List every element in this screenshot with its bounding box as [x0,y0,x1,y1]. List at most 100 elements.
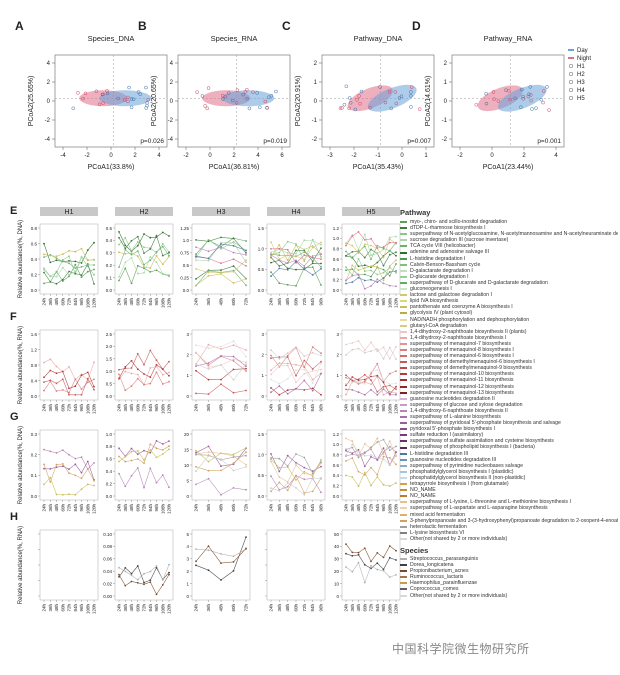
sample-point [221,97,225,101]
x-tick-label: 4 [256,153,260,159]
series-point [363,581,366,584]
series-point [295,453,297,455]
x-tick-label: 60h [231,604,236,612]
series-point [49,369,52,372]
series-point [270,391,272,394]
series-point [345,269,347,272]
series-point [388,449,391,452]
series-point [55,257,58,260]
pathway-legend-label: NO_NAME [410,487,436,494]
pathway-legend-item: tetrapyrrole biosynthesis I (from glutam… [400,481,618,487]
pathway-legend-item: NO_NAME [400,493,618,499]
pathway-legend-label: superpathway of L-aspartate and L-aspara… [410,505,548,512]
pathway-legend-label: heterolactic fermentation [410,523,467,530]
x-tick-label: 120h [394,504,399,515]
pathway-legend-item: gluconeogenesis I [400,286,618,292]
series-point [388,265,391,267]
legend-swatch [400,312,407,315]
x-tick-label: 24h [117,404,122,412]
y-axis-label: PCoA2(25.65%) [28,76,35,127]
series-point [351,551,354,554]
series-point [376,278,379,281]
series-point [155,251,158,253]
series-point [303,379,306,382]
series-point [168,360,170,363]
legend-swatch [400,483,407,486]
legend-swatch [400,416,407,419]
series-point [149,579,152,581]
series-point [388,357,391,360]
pathway-legend-item: D-galactarate degradation I [400,268,618,274]
x-tick-label: 72h [302,604,307,612]
pathway-legend-item: superpathway of N-acetylglucosamine, N-a… [400,231,618,237]
panel-title: Species_DNA [88,34,135,43]
series-point [286,489,289,492]
y-tick-label: -2 [312,137,318,143]
timeseries-panel-E-H5: 0.0 0.2 0.4 0.6 0.8 1.0 1.2 24h 36h 48h 60h 72h 84h 9… [333,223,401,308]
species-legend-item: Ruminococcus_lactaris [400,574,618,580]
series-point [303,456,306,459]
series-point [351,348,354,351]
y-tick-label: 0.0 [31,394,38,399]
series-point [220,458,222,461]
legend-marker [568,95,574,101]
sample-point [347,106,351,111]
series-point [207,271,210,274]
timeseries-panel-F-H1: 0.0 0.4 0.8 1.2 1.6 24h 36h 48h 60h 72h 84h 96h 108h… [31,329,99,414]
x-tick-label: 2 [133,153,137,159]
x-tick-label: 24h [194,404,199,412]
series-point [270,373,272,376]
series-point [320,360,322,363]
series-point [86,259,89,262]
sample-point [394,101,399,106]
y-tick-label: 0.0 [183,288,190,293]
series-point [278,476,281,478]
series-point [351,342,354,344]
series-point [395,270,397,272]
pathway-legend-label: L-lysine biosynthesis VI [410,529,465,536]
panel-title: Pathway_DNA [354,34,403,43]
series-point [286,392,289,395]
legend-swatch [400,513,407,516]
series-point [136,373,139,376]
series-point [370,567,372,570]
series-point [55,271,58,274]
species-legend-label: Other(not shared by 2 or more individual… [410,592,508,599]
sample-point [263,99,268,104]
series-point [195,344,197,346]
series-point [55,463,58,466]
series-point [130,450,133,453]
y-tick-label: 4 [186,544,189,549]
sample-point [491,90,496,94]
pathway-legend-item: superpathway of menaquinol-7 biosynthesi… [400,341,618,347]
series-point [74,385,77,388]
timeseries-panel-G-H1: 0.0 0.1 0.2 0.3 24h 36h 48h 60h 72h 84h 96h 108h 120… [31,429,99,515]
series-point [388,393,391,396]
legend-swatch [400,239,407,242]
y-tick-label: 1.2 [31,347,38,352]
x-tick-label: 24h [344,604,349,612]
sample-point [144,106,148,110]
x-tick-label: 96h [154,298,159,306]
legend-swatch [400,525,407,528]
series-point [207,477,210,480]
x-tick-label: 120h [92,504,97,515]
x-tick-label: 60h [135,298,140,306]
series-point [220,383,222,386]
panel-letter: C [282,19,291,33]
sample-point [409,105,413,109]
y-tick-label: 0.5 [106,381,113,386]
series-point [388,274,391,277]
row-letter: F [10,311,17,323]
y-tick-label: -2 [45,118,51,124]
series-point [345,393,347,396]
x-tick-label: 60h [60,504,65,512]
species-legend-item: Streptococcus_parasanguinis [400,556,618,562]
species-legend-item: Other(not shared by 2 or more individual… [400,593,618,599]
series-point [74,463,77,466]
species-legend-label: Ruminococcus_lactaris [410,574,464,581]
series-point [278,282,281,285]
pathway-legend-label: superpathway of L-lysine, L-threonine an… [410,499,571,506]
legend-swatch [400,537,407,540]
